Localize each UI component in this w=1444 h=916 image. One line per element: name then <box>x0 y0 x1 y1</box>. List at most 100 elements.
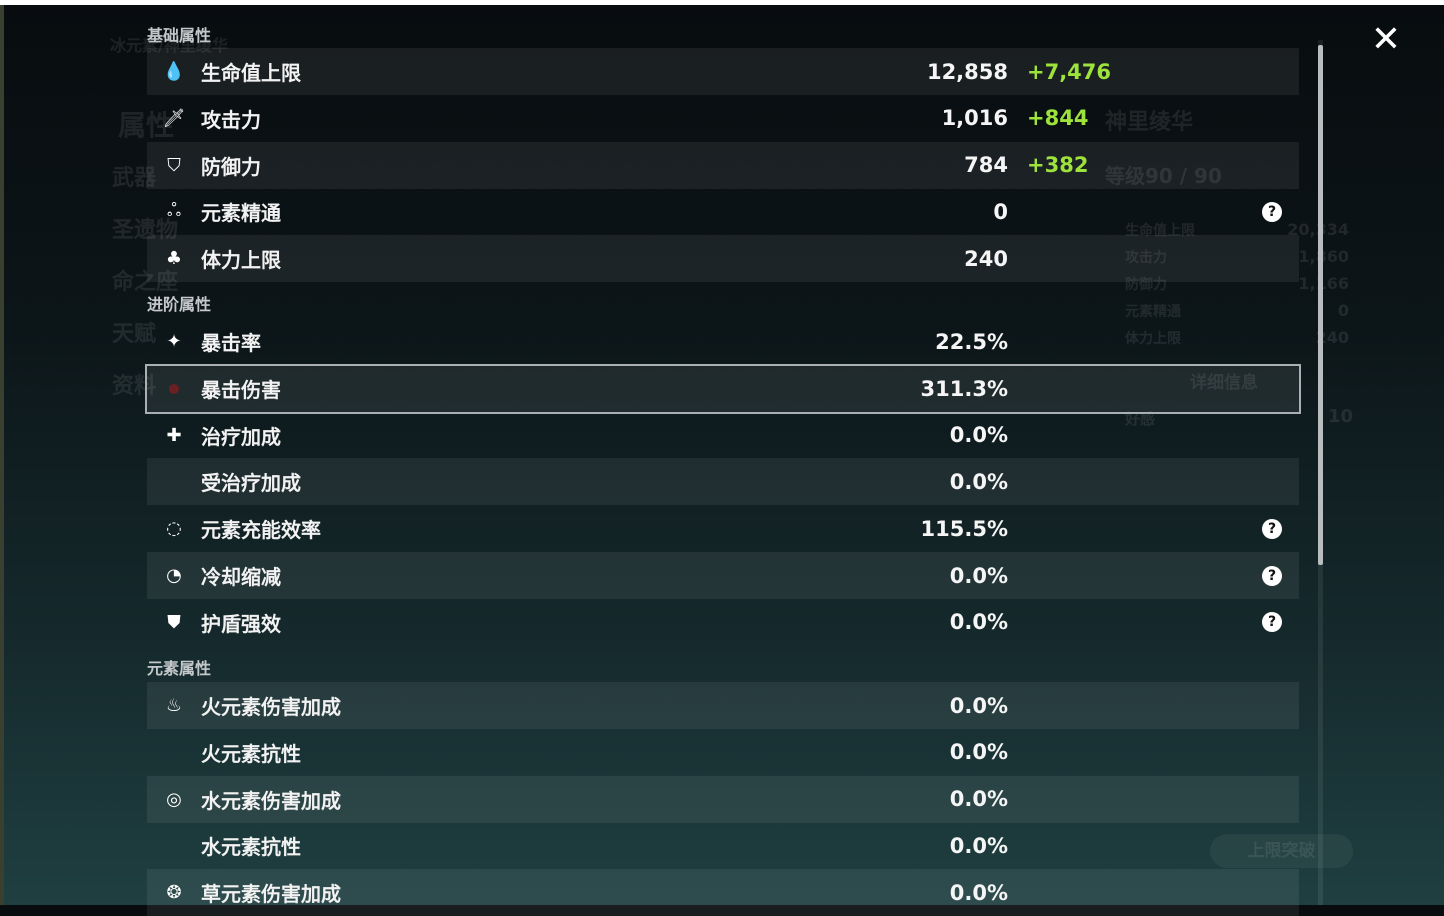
stat-row[interactable]: ✦ 暴击率 22.5% <box>147 318 1299 365</box>
bg-friendship-label: 好感 <box>1125 410 1156 428</box>
stat-label: 暴击率 <box>201 331 261 355</box>
stat-label: 元素精通 <box>201 201 281 226</box>
stat-label: 体力上限 <box>201 248 281 273</box>
stat-bonus: +7,476 <box>1027 59 1112 84</box>
stat-row[interactable]: ◔ 冷却缩减 0.0%? <box>147 552 1299 599</box>
hydro-icon: ◎ <box>166 788 182 810</box>
stat-row[interactable]: 💧 生命值上限 12,858 +7,476 <box>147 48 1299 95</box>
stat-row[interactable]: 暴击伤害 311.3% <box>145 363 1301 414</box>
bg-menu-talents[interactable]: 天赋 <box>112 322 157 347</box>
stat-bonus: +844 <box>1027 106 1089 131</box>
stat-row[interactable]: ♣ 体力上限 240 <box>147 235 1299 283</box>
stat-row[interactable]: 火元素抗性 0.0% <box>147 729 1299 776</box>
bg-friendship-value: 10 <box>1328 406 1354 427</box>
energy-recharge-icon: ◌ <box>166 518 182 540</box>
stat-value: 0.0% <box>949 787 1008 812</box>
bg-menu-weapon[interactable]: 武器 <box>112 166 157 191</box>
stat-label: 水元素伤害加成 <box>201 788 341 813</box>
stat-row[interactable]: 受治疗加成 0.0% <box>147 458 1299 506</box>
bg-menu-constellation[interactable]: 命之座 <box>112 270 179 295</box>
bg-character-name: 神里绫华 <box>1105 110 1194 135</box>
stat-row[interactable]: ஃ 元素精通 0? <box>147 188 1299 235</box>
bg-summary-value: 240 <box>1315 328 1349 347</box>
bg-element-name: 冰元素/神里绫华 <box>110 36 228 55</box>
stat-value: 0.0% <box>949 740 1008 765</box>
cooldown-icon: ◔ <box>166 565 182 586</box>
crit-dmg-icon <box>169 383 179 394</box>
bg-summary-label: 防御力 <box>1125 277 1167 293</box>
bg-details-button[interactable]: 详细信息 <box>1190 373 1258 393</box>
help-icon[interactable]: ? <box>1262 201 1282 222</box>
stat-row[interactable]: ⛊ 护盾强效 0.0%? <box>147 599 1299 646</box>
stat-row[interactable]: ❂ 草元素伤害加成 0.0% <box>147 869 1299 916</box>
stat-row[interactable]: 🗡 攻击力 1,016 +844 <box>147 95 1299 142</box>
help-icon[interactable]: ? <box>1262 612 1282 633</box>
crit-star-icon: ✦ <box>166 331 182 352</box>
stat-value: 1,016 <box>941 106 1008 131</box>
section-title: 基础属性 <box>147 26 212 45</box>
stat-value: 0 <box>993 199 1008 224</box>
bg-menu-artifacts[interactable]: 圣遗物 <box>112 218 179 243</box>
help-icon[interactable]: ? <box>1262 565 1282 586</box>
stat-value: 0.0% <box>949 693 1008 718</box>
sword-icon: 🗡 <box>162 107 186 129</box>
stat-value: 240 <box>964 246 1008 271</box>
pyro-icon: ♨ <box>165 695 183 716</box>
stat-label: 攻击力 <box>201 107 261 132</box>
bg-summary-label: 元素精通 <box>1125 304 1181 320</box>
bg-summary-value: 1,860 <box>1298 247 1349 266</box>
stamina-icon: ♣ <box>165 248 183 270</box>
stat-value: 22.5% <box>935 329 1008 354</box>
triple-ring-icon: ஃ <box>166 200 182 222</box>
stat-row[interactable]: ◎ 水元素伤害加成 0.0% <box>147 775 1299 823</box>
stat-value: 0.0% <box>949 423 1008 448</box>
bg-summary-label: 体力上限 <box>1125 331 1181 347</box>
stat-label: 水元素抗性 <box>201 835 301 860</box>
window-top-strip <box>0 0 1444 5</box>
stat-label: 暴击伤害 <box>201 378 281 403</box>
bg-menu-attributes[interactable]: 属性 <box>118 109 175 142</box>
stat-label: 火元素伤害加成 <box>201 695 341 719</box>
stat-label: 元素充能效率 <box>201 518 321 543</box>
droplet-icon: 💧 <box>162 61 186 82</box>
healing-cross-icon: ✚ <box>166 424 182 446</box>
close-button[interactable]: ✕ <box>1370 19 1402 60</box>
help-icon[interactable]: ? <box>1262 518 1282 539</box>
stat-label: 冷却缩减 <box>201 565 281 589</box>
stat-row[interactable]: ♨ 火元素伤害加成 0.0% <box>147 682 1299 729</box>
shield-icon: ⛉ <box>167 154 181 176</box>
dendro-icon: ❂ <box>166 882 182 904</box>
stat-value: 0.0% <box>949 833 1008 858</box>
bg-summary-label: 攻击力 <box>1125 250 1167 266</box>
stat-row[interactable]: 水元素抗性 0.0% <box>147 822 1299 869</box>
stat-label: 护盾强效 <box>201 611 281 636</box>
scrollbar-thumb[interactable] <box>1318 45 1323 565</box>
stat-label: 防御力 <box>201 154 261 179</box>
bg-level: 等级90 / 90 <box>1105 164 1222 188</box>
stat-label: 生命值上限 <box>201 61 301 85</box>
stat-label: 草元素伤害加成 <box>201 882 341 907</box>
stat-value: 0.0% <box>949 563 1008 588</box>
stat-label: 受治疗加成 <box>201 471 301 496</box>
stat-bonus: +382 <box>1027 153 1089 178</box>
stat-value: 12,858 <box>926 59 1008 84</box>
stat-row[interactable]: ⛉ 防御力 784 +382 <box>147 141 1299 189</box>
stat-label: 火元素抗性 <box>201 741 301 766</box>
bg-summary-value: 0 <box>1337 301 1349 320</box>
bg-summary-value: 1,166 <box>1298 274 1349 293</box>
section-title: 元素属性 <box>147 659 212 678</box>
bg-ascend-button[interactable]: 上限突破 <box>1210 834 1353 868</box>
bg-summary-label: 生命值上限 <box>1125 223 1195 239</box>
stat-value: 0.0% <box>949 880 1008 905</box>
bg-menu-profile[interactable]: 资料 <box>112 374 157 399</box>
stat-value: 0.0% <box>949 610 1008 635</box>
window-left-edge <box>0 5 4 905</box>
shield-strength-icon: ⛊ <box>167 611 181 633</box>
stat-row[interactable]: ✚ 治疗加成 0.0% <box>147 412 1299 459</box>
stat-value: 311.3% <box>920 376 1008 401</box>
stat-value: 115.5% <box>920 516 1008 541</box>
section-title: 进阶属性 <box>147 295 212 314</box>
stat-value: 784 <box>964 153 1008 178</box>
stat-value: 0.0% <box>949 469 1008 494</box>
stat-row[interactable]: ◌ 元素充能效率 115.5%? <box>147 505 1299 552</box>
